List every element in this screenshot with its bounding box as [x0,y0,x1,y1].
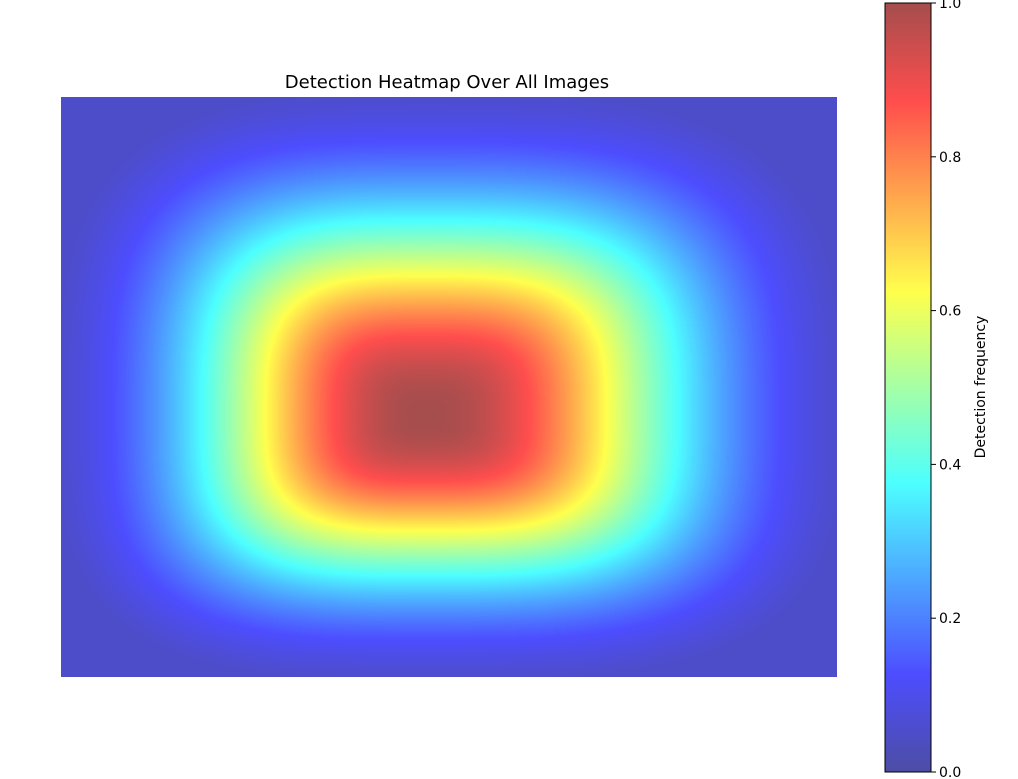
colorbar-tick-label: 0.0 [939,765,961,779]
colorbar-label: Detection frequency [973,316,989,459]
colorbar-gradient [885,3,931,772]
chart-title: Detection Heatmap Over All Images [285,72,609,93]
colorbar-tick-label: 0.4 [939,457,961,473]
colorbar-tick-label: 0.2 [939,611,961,627]
colorbar: 0.0 0.2 0.4 0.6 0.8 1.0 Detection frequency [884,0,989,779]
colorbar-frame [884,2,932,773]
colorbar-tick-label: 1.0 [939,0,961,12]
heatmap-canvas [61,97,837,677]
colorbar-tick-label: 0.8 [939,150,961,166]
colorbar-tick-label: 0.6 [939,304,961,320]
heatmap-area [61,97,837,677]
